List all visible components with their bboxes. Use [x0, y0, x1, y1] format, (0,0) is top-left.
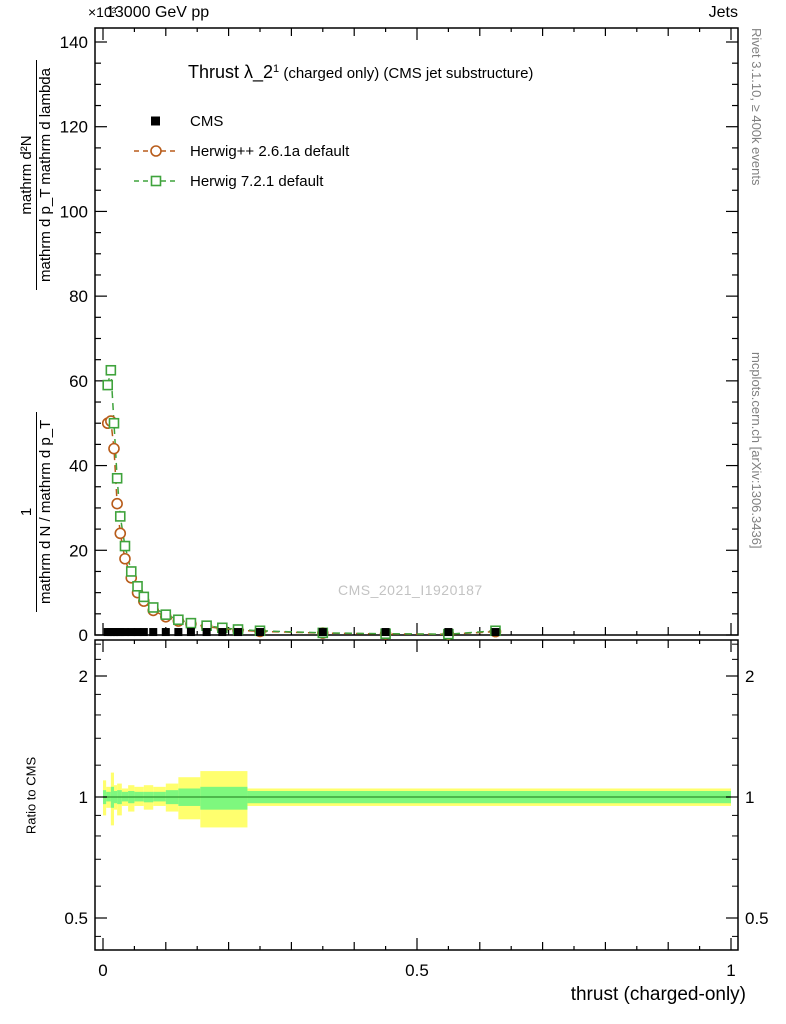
- y-tick-label: 80: [69, 287, 88, 306]
- plot-title: Thrust λ_21 (charged only) (CMS jet subs…: [188, 62, 533, 83]
- herwig7-marker: [147, 602, 159, 613]
- ratio-tick-label-left: 2: [79, 667, 88, 686]
- y-tick-label: 0: [79, 626, 88, 645]
- cms-data-marker: [218, 628, 227, 637]
- y-tick-label: 60: [69, 372, 88, 391]
- x-tick-label: 0: [98, 961, 107, 980]
- herwig7-marker: [132, 580, 143, 592]
- herwigpp-marker: [108, 442, 120, 455]
- cms-data-marker: [133, 628, 142, 637]
- y-axis-exponent: ×10³: [88, 4, 117, 20]
- cms-data-marker: [234, 628, 243, 637]
- y-axis-frac2-numerator: mathrm d²N: [17, 135, 35, 215]
- cms-data-marker: [202, 628, 211, 637]
- herwig7-marker: [125, 566, 137, 577]
- y-axis-frac1-denominator: mathrm d N / mathrm d p_T: [35, 411, 55, 612]
- herwig7-marker: [173, 614, 184, 626]
- herwig7-marker: [102, 379, 114, 391]
- legend-row-herwigpp: Herwig++ 2.6.1a default: [132, 136, 349, 166]
- herwig7-marker: [185, 617, 197, 629]
- herwig7-marker: [108, 417, 120, 429]
- legend: CMS Herwig++ 2.6.1a default Herwig 7.2.1…: [132, 106, 349, 196]
- legend-row-herwig7: Herwig 7.2.1 default: [132, 166, 349, 196]
- legend-marker-1: [134, 145, 178, 157]
- ratio-tick-label-right: 1: [745, 788, 754, 807]
- herwigpp-marker: [114, 527, 127, 540]
- cms-data-marker: [381, 628, 390, 637]
- cms-data-marker: [491, 628, 500, 637]
- y-axis-fraction-2: mathrm d²N mathrm d p_T mathrm d lambda: [18, 60, 55, 290]
- analysis-id-watermark: CMS_2021_I1920187: [338, 582, 483, 598]
- y-tick-label: 140: [60, 33, 88, 52]
- y-axis-frac1-numerator: 1: [17, 507, 35, 517]
- herwigpp-marker: [111, 497, 123, 510]
- cms-data-marker: [116, 628, 125, 637]
- herwig7-marker: [111, 472, 123, 484]
- ratio-axis-title: Ratio to CMS: [23, 756, 39, 835]
- herwig7-marker: [138, 591, 150, 603]
- cms-data-marker: [444, 628, 453, 637]
- legend-marker-2: [134, 175, 178, 187]
- y-tick-label: 100: [60, 202, 88, 221]
- y-axis-title: 1 mathrm d N / mathrm d p_T mathrm d²N m…: [8, 30, 64, 642]
- mc-curve: [106, 370, 496, 635]
- y-tick-label: 40: [69, 457, 88, 476]
- herwig7-marker: [114, 511, 126, 522]
- legend-glyph-filled-square: [151, 116, 160, 126]
- plot-title-detail: (charged only) (CMS jet substructure): [279, 65, 534, 82]
- legend-label-cms: CMS: [190, 112, 224, 130]
- cms-data-marker: [318, 628, 327, 637]
- mc-curve: [107, 419, 496, 636]
- herwig7-marker: [105, 364, 117, 376]
- rivet-version-note: Rivet 3.1.10, ≥ 400k events: [749, 28, 764, 186]
- herwig7-marker: [160, 609, 172, 620]
- x-tick-label: 0.5: [405, 961, 429, 980]
- legend-marker-0: [151, 116, 160, 126]
- mcplots-arxiv-note: mcplots.cern.ch [arXiv:1306.3436]: [749, 352, 764, 549]
- ratio-tick-label-left: 0.5: [64, 909, 88, 928]
- ratio-inner-band: [200, 786, 248, 810]
- cms-data-marker: [256, 628, 264, 637]
- cms-data-marker: [149, 628, 158, 637]
- cms-data-marker: [174, 628, 183, 637]
- y-axis-frac2-denominator: mathrm d p_T mathrm d lambda: [35, 60, 55, 290]
- cms-data-marker: [139, 628, 148, 637]
- y-tick-label: 120: [60, 118, 88, 137]
- plot-title-superscript: 1: [273, 63, 280, 75]
- legend-row-cms: CMS: [132, 106, 349, 136]
- herwigpp-marker: [119, 552, 131, 565]
- herwig7-marker: [119, 540, 131, 552]
- cms-data-marker: [120, 628, 129, 637]
- legend-label-herwig7: Herwig 7.2.1 default: [190, 172, 324, 190]
- cms-data-marker: [186, 628, 195, 637]
- x-axis-title: thrust (charged-only): [570, 984, 746, 1005]
- legend-glyph-open-square: [150, 175, 162, 187]
- ratio-tick-label-right: 0.5: [745, 909, 769, 928]
- ratio-tick-label-left: 1: [79, 788, 88, 807]
- cms-data-marker: [127, 628, 136, 637]
- legend-label-herwigpp: Herwig++ 2.6.1a default: [190, 142, 350, 160]
- beam-energy-label: 13000 GeV pp: [106, 4, 210, 21]
- y-axis-fraction-1: 1 mathrm d N / mathrm d p_T: [17, 411, 55, 612]
- analysis-tag: Jets: [708, 4, 738, 21]
- cms-data-marker: [161, 628, 170, 637]
- ratio-tick-label-right: 2: [745, 667, 754, 686]
- x-tick-label: 1: [726, 961, 735, 980]
- legend-glyph-open-circle: [150, 145, 162, 157]
- plot-title-main: Thrust λ_2: [188, 62, 274, 82]
- y-tick-label: 20: [69, 541, 88, 560]
